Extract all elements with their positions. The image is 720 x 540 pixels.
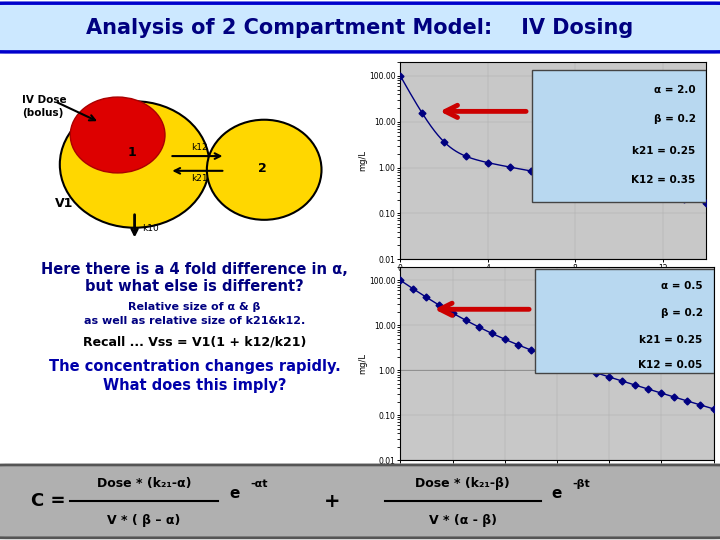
Text: V1: V1 (55, 197, 73, 210)
FancyBboxPatch shape (535, 269, 714, 373)
Text: -βt: -βt (572, 479, 590, 489)
Ellipse shape (71, 97, 165, 173)
Text: C =: C = (30, 492, 65, 510)
Text: Dose * (k₂₁-β): Dose * (k₂₁-β) (415, 477, 510, 490)
Text: Here there is a 4 fold difference in α,: Here there is a 4 fold difference in α, (41, 262, 348, 278)
Text: V * ( β – α): V * ( β – α) (107, 514, 181, 527)
Text: β = 0.2: β = 0.2 (654, 114, 696, 124)
Ellipse shape (207, 120, 322, 220)
Text: 2: 2 (258, 162, 266, 175)
Text: Analysis of 2 Compartment Model:    IV Dosing: Analysis of 2 Compartment Model: IV Dosi… (86, 17, 634, 38)
Text: e: e (552, 486, 562, 501)
Text: IV Dose: IV Dose (22, 96, 66, 105)
Text: Relative size of α & β: Relative size of α & β (128, 302, 261, 312)
Text: K12 = 0.05: K12 = 0.05 (639, 360, 703, 370)
Text: k10: k10 (143, 224, 159, 233)
FancyBboxPatch shape (0, 465, 720, 538)
Text: What does this imply?: What does this imply? (103, 379, 286, 393)
Text: 1: 1 (127, 146, 136, 159)
Text: K12 = 0.35: K12 = 0.35 (631, 176, 696, 185)
Text: Recall ... Vss = V1(1 + k12/k21): Recall ... Vss = V1(1 + k12/k21) (83, 335, 306, 348)
Ellipse shape (60, 102, 210, 228)
FancyBboxPatch shape (0, 3, 720, 52)
Y-axis label: mg/L: mg/L (359, 150, 367, 171)
Y-axis label: mg/L: mg/L (359, 353, 367, 374)
Text: but what else is different?: but what else is different? (85, 279, 304, 294)
Text: (bolus): (bolus) (22, 108, 63, 118)
Text: e: e (229, 486, 239, 501)
Text: β = 0.2: β = 0.2 (660, 308, 703, 318)
FancyBboxPatch shape (532, 70, 706, 202)
Text: V * (α - β): V * (α - β) (428, 514, 497, 527)
Text: α = 2.0: α = 2.0 (654, 85, 696, 94)
Text: Dose * (k₂₁-α): Dose * (k₂₁-α) (96, 477, 192, 490)
Text: k21 = 0.25: k21 = 0.25 (632, 146, 696, 156)
X-axis label: Hours: Hours (544, 477, 570, 485)
Text: k21: k21 (192, 174, 208, 184)
Text: as well as relative size of k21&k12.: as well as relative size of k21&k12. (84, 316, 305, 327)
Text: k21 = 0.25: k21 = 0.25 (639, 335, 703, 345)
Text: k12: k12 (192, 143, 208, 152)
Text: α = 0.5: α = 0.5 (661, 281, 703, 291)
Text: The concentration changes rapidly.: The concentration changes rapidly. (48, 359, 341, 374)
Text: +: + (323, 492, 340, 511)
Text: -αt: -αt (250, 479, 268, 489)
